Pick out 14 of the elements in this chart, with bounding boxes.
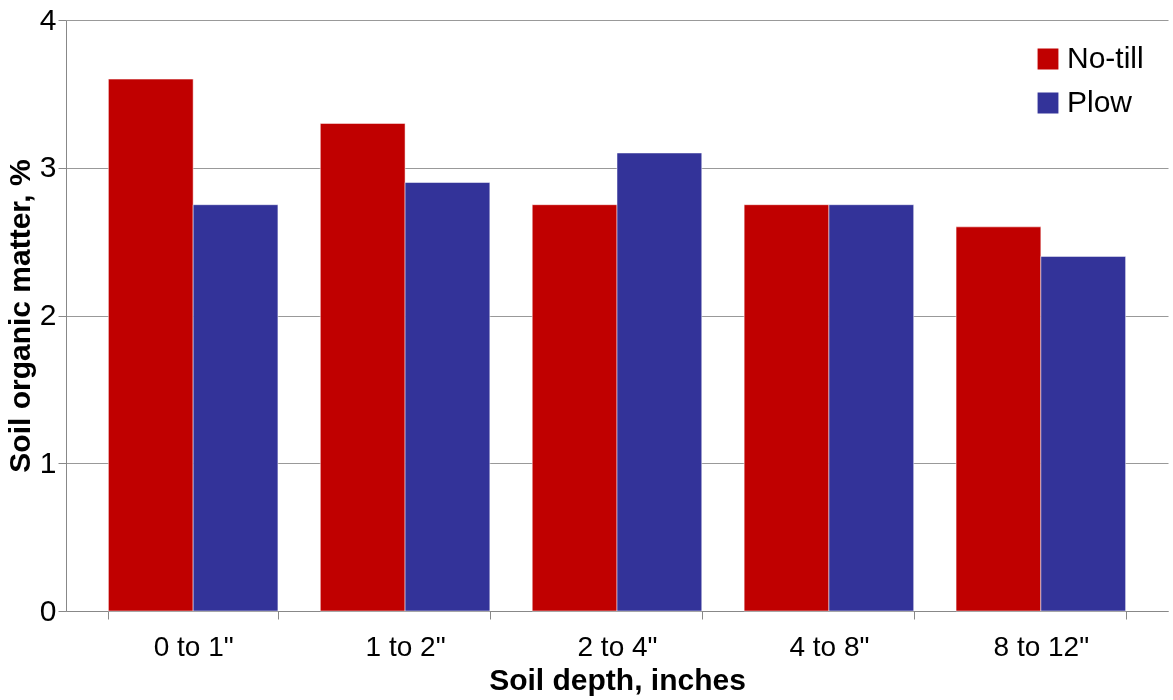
legend-label: Plow [1067, 85, 1133, 118]
y-tick-label: 1 [39, 445, 57, 479]
y-tick-label: 4 [39, 2, 57, 36]
legend-label: No-till [1067, 41, 1144, 74]
x-tick-label: 2 to 4" [577, 630, 658, 662]
x-tick-label: 4 to 8" [789, 630, 870, 662]
x-tick-label: 1 to 2" [365, 630, 446, 662]
x-tick-label: 8 to 12" [993, 630, 1090, 662]
y-tick-label: 2 [39, 298, 57, 331]
x-tick-label: 0 to 1" [153, 630, 234, 662]
y-tick-label: 0 [39, 593, 57, 627]
x-axis-title: Soil depth, inches [489, 662, 746, 696]
y-axis-title: Soil organic matter, % [2, 159, 36, 473]
y-tick-label: 3 [39, 150, 57, 184]
